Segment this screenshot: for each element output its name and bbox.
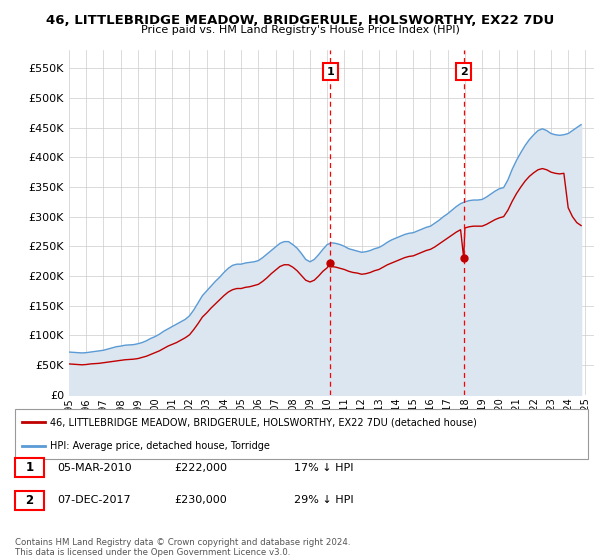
Text: HPI: Average price, detached house, Torridge: HPI: Average price, detached house, Torr… bbox=[50, 441, 269, 451]
Text: 17% ↓ HPI: 17% ↓ HPI bbox=[294, 463, 353, 473]
Text: 07-DEC-2017: 07-DEC-2017 bbox=[57, 495, 131, 505]
Text: 29% ↓ HPI: 29% ↓ HPI bbox=[294, 495, 353, 505]
Text: 46, LITTLEBRIDGE MEADOW, BRIDGERULE, HOLSWORTHY, EX22 7DU: 46, LITTLEBRIDGE MEADOW, BRIDGERULE, HOL… bbox=[46, 14, 554, 27]
Text: 2: 2 bbox=[25, 493, 34, 507]
Text: 46, LITTLEBRIDGE MEADOW, BRIDGERULE, HOLSWORTHY, EX22 7DU (detached house): 46, LITTLEBRIDGE MEADOW, BRIDGERULE, HOL… bbox=[50, 417, 476, 427]
Text: Contains HM Land Registry data © Crown copyright and database right 2024.
This d: Contains HM Land Registry data © Crown c… bbox=[15, 538, 350, 557]
Text: 05-MAR-2010: 05-MAR-2010 bbox=[57, 463, 131, 473]
Text: 1: 1 bbox=[25, 461, 34, 474]
Text: 1: 1 bbox=[326, 67, 334, 77]
Text: Price paid vs. HM Land Registry's House Price Index (HPI): Price paid vs. HM Land Registry's House … bbox=[140, 25, 460, 35]
Text: 2: 2 bbox=[460, 67, 467, 77]
Text: £222,000: £222,000 bbox=[174, 463, 227, 473]
Text: £230,000: £230,000 bbox=[174, 495, 227, 505]
